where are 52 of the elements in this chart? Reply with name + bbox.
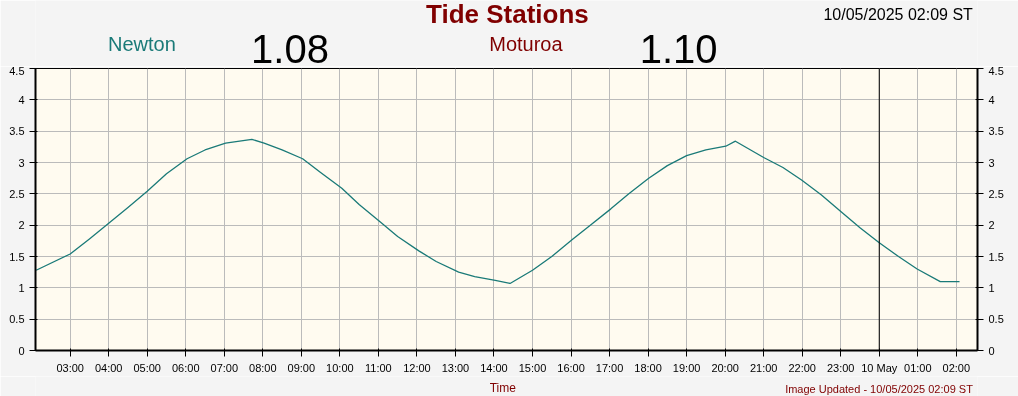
x-tick-label: 07:00 bbox=[210, 361, 239, 374]
text: 10/05/2025 02:09 ST bbox=[823, 5, 974, 23]
x-tick-label: 04:00 bbox=[94, 361, 123, 374]
y2-tick-label: 1 bbox=[988, 281, 995, 294]
y-tick-label: 3 bbox=[18, 156, 25, 169]
x-tick-label: 18:00 bbox=[634, 361, 662, 374]
y2-tick-label: 2 bbox=[988, 219, 995, 232]
x-tick-label: 19:00 bbox=[672, 361, 701, 374]
x-tick-label: 03:00 bbox=[56, 361, 84, 374]
annotation: 1.08 bbox=[251, 26, 329, 71]
x-tick-label: 06:00 bbox=[171, 361, 200, 374]
chart-title: Tide Stations bbox=[426, 0, 589, 29]
x-tick-label: 16:00 bbox=[557, 361, 585, 374]
y2-tick-label: 0.5 bbox=[988, 313, 1004, 326]
x-tick-label: 20:00 bbox=[711, 361, 739, 374]
x-tick-label: 11:00 bbox=[365, 361, 392, 374]
x-axis-title: Time bbox=[489, 380, 517, 395]
x-tick-label: 14:00 bbox=[480, 361, 508, 374]
x-tick-label: 12:00 bbox=[403, 361, 431, 374]
y2-tick-label: 3.5 bbox=[988, 125, 1004, 138]
y2-tick-label: 4.5 bbox=[988, 64, 1004, 77]
y-tick-label: 4 bbox=[18, 93, 25, 106]
y2-tick-label: 1.5 bbox=[988, 250, 1004, 263]
x-tick-label: 21:00 bbox=[749, 361, 778, 374]
x-tick-label: 09:00 bbox=[287, 361, 316, 374]
y2-tick-label: 0 bbox=[988, 344, 995, 357]
y-tick-label: 0.5 bbox=[9, 313, 25, 326]
x-tick-label: 08:00 bbox=[249, 361, 277, 374]
annotation: 1.10 bbox=[639, 26, 718, 71]
text: Image Updated - 10/05/2025 02:09 ST bbox=[785, 382, 974, 395]
x-tick-label: 02:00 bbox=[942, 361, 971, 374]
x-tick-label: 10 May bbox=[861, 361, 898, 374]
text: Newton bbox=[108, 32, 176, 55]
y-tick-label: 4.5 bbox=[9, 64, 25, 77]
y-tick-label: 3.5 bbox=[9, 125, 25, 138]
x-tick-label: 17:00 bbox=[595, 361, 624, 374]
y-tick-label: 1.5 bbox=[9, 250, 25, 263]
y-tick-label: 2 bbox=[18, 219, 25, 232]
x-tick-label: 05:00 bbox=[133, 361, 161, 374]
x-tick-label: 22:00 bbox=[788, 361, 816, 374]
x-tick-label: 01:00 bbox=[904, 361, 932, 374]
x-tick-label: 10:00 bbox=[326, 361, 354, 374]
y2-tick-label: 2.5 bbox=[988, 187, 1004, 200]
x-tick-label: 15:00 bbox=[518, 361, 547, 374]
y-tick-label: 2.5 bbox=[9, 187, 25, 200]
x-tick-label: 13:00 bbox=[441, 361, 470, 374]
y2-tick-label: 4 bbox=[988, 93, 995, 106]
y2-tick-label: 3 bbox=[988, 156, 995, 169]
y-tick-label: 1 bbox=[18, 281, 25, 294]
y-tick-label: 0 bbox=[18, 344, 25, 357]
text: Moturoa bbox=[489, 32, 564, 55]
x-tick-label: 23:00 bbox=[826, 361, 855, 374]
